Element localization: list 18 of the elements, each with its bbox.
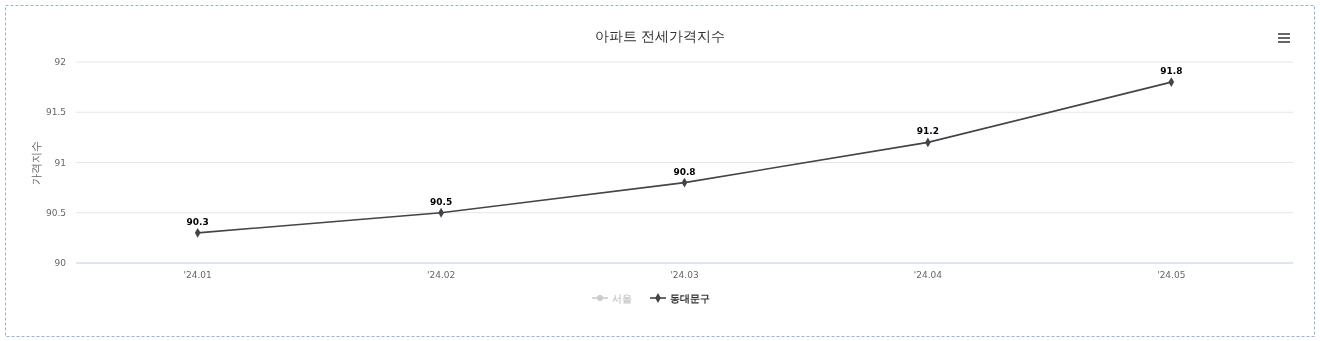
x-tick-label: '24.01 — [183, 270, 212, 280]
x-tick-label: '24.03 — [670, 270, 699, 280]
data-label: 90.3 — [186, 216, 209, 227]
y-tick-label: 90 — [54, 258, 67, 268]
y-tick-label: 92 — [54, 57, 66, 67]
y-tick-label: 91.5 — [45, 107, 66, 118]
data-label: 90.5 — [429, 196, 453, 207]
data-label: 90.8 — [673, 166, 696, 177]
y-axis-title: 가격지수 — [30, 140, 43, 185]
x-tick-label: '24.04 — [913, 270, 943, 280]
y-tick-label: 91 — [54, 157, 66, 168]
data-label: 91.2 — [916, 126, 940, 137]
data-label: 91.8 — [1160, 66, 1183, 77]
legend-label: 동대문구 — [670, 293, 710, 304]
x-tick-label: '24.02 — [426, 270, 456, 280]
x-tick-label: '24.05 — [1157, 270, 1186, 280]
chart-title: 아파트 전세가격지수 — [594, 28, 726, 44]
y-tick-label: 90.5 — [45, 207, 66, 218]
